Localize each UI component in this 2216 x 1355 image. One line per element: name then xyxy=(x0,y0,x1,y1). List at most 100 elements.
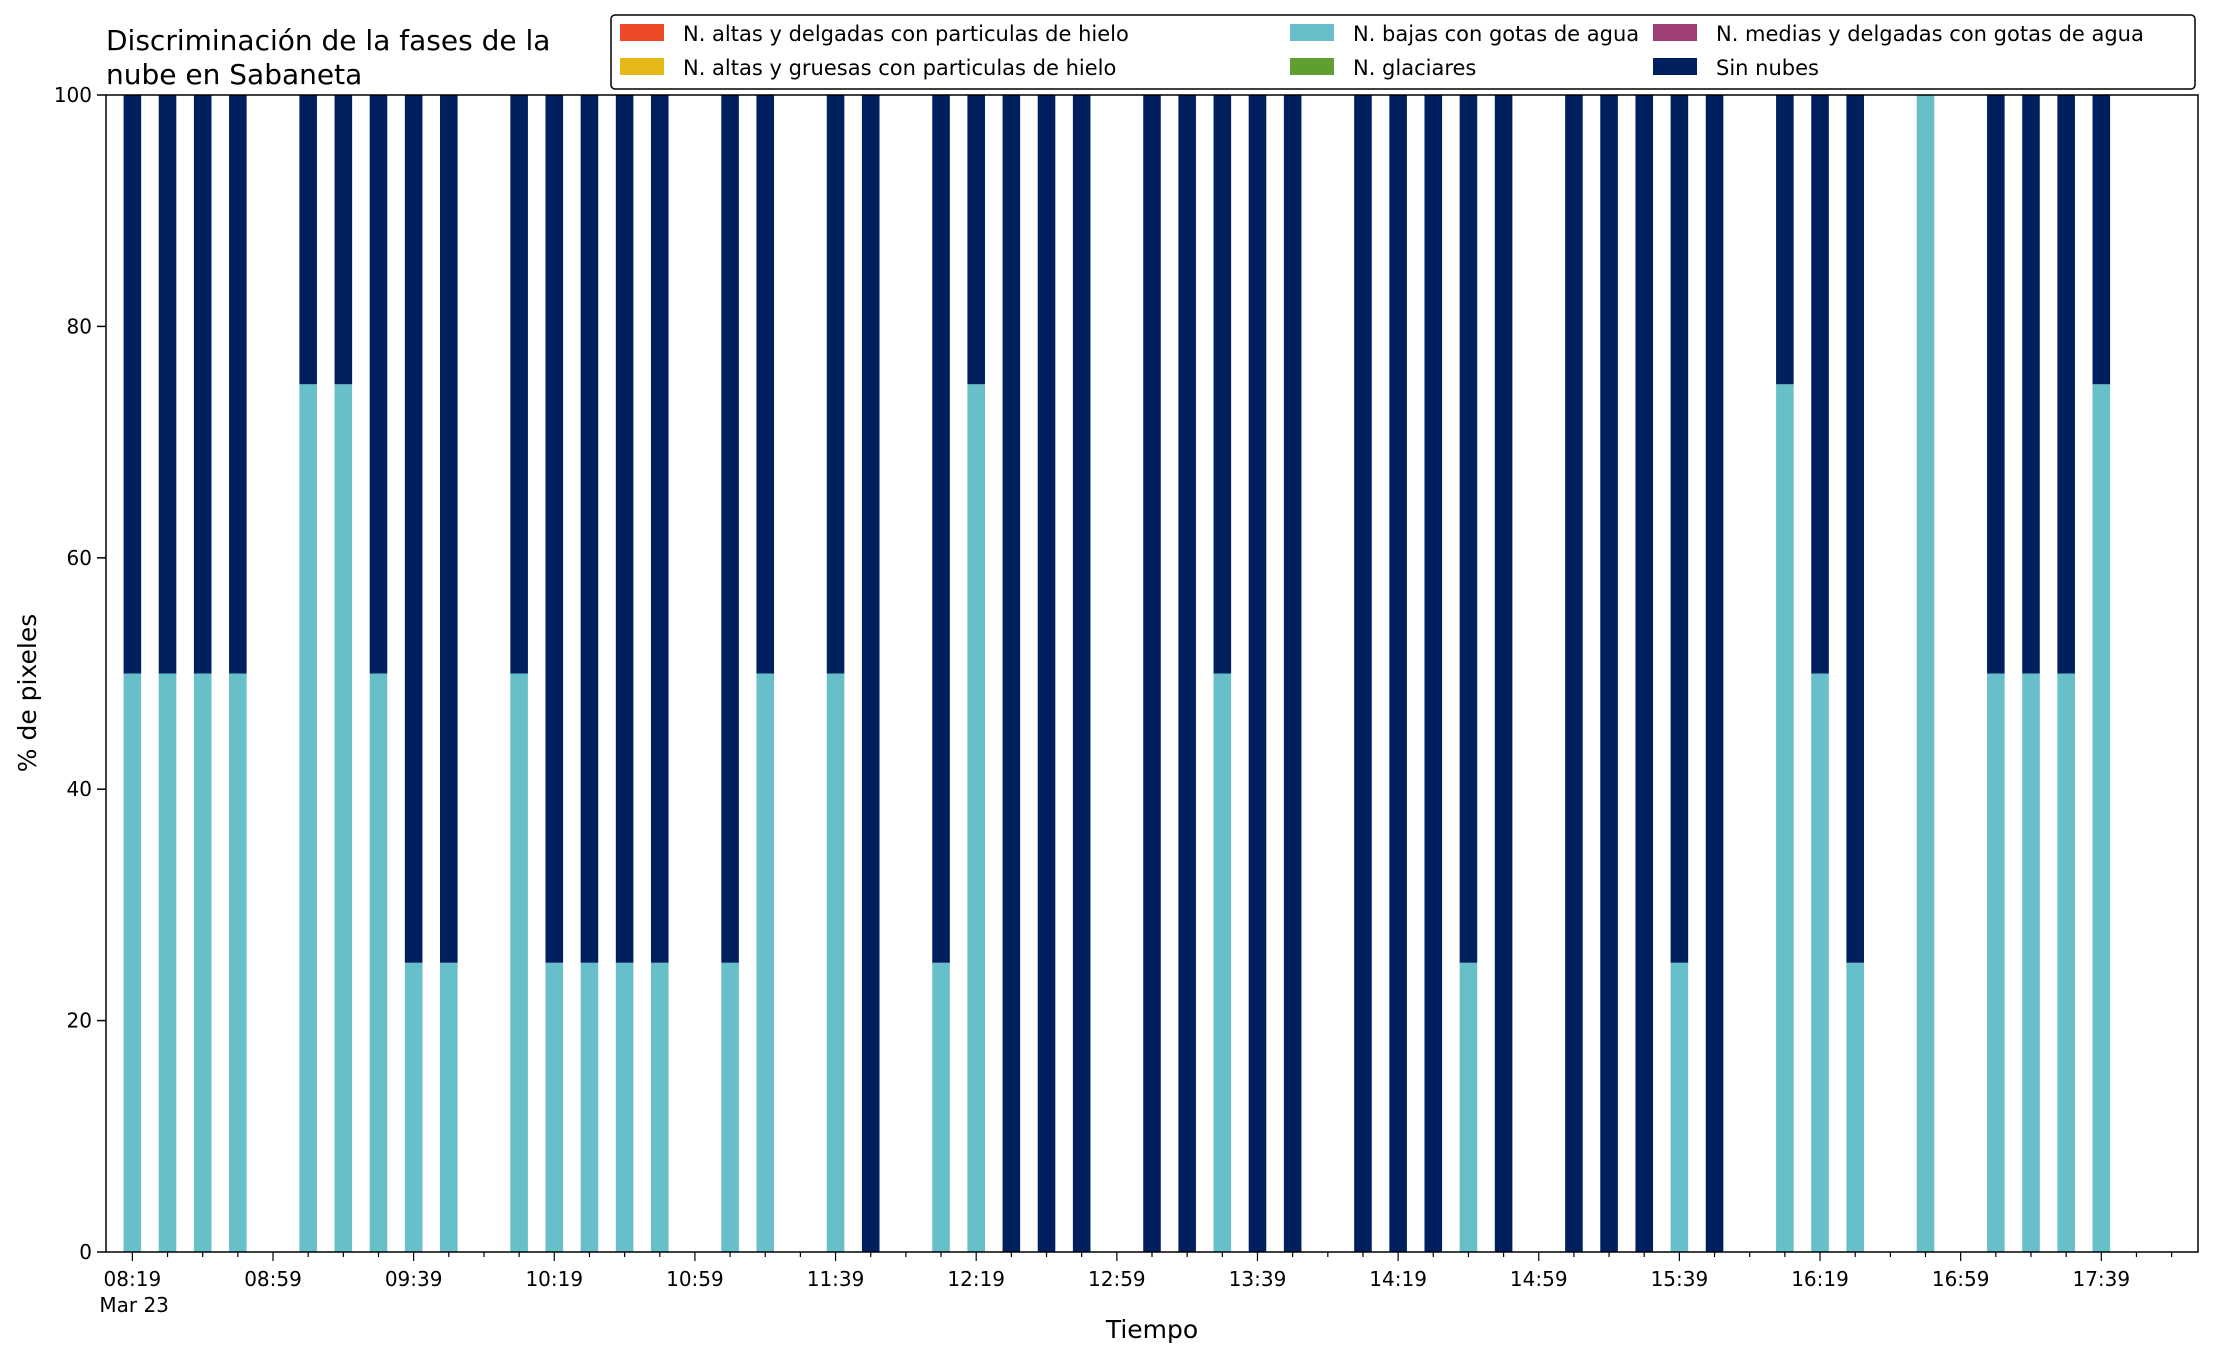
bar-0929-series-2 xyxy=(369,673,388,1252)
bar-0829-series-2 xyxy=(158,673,177,1252)
x-tick-label: 12:59 xyxy=(1088,1267,1146,1291)
x-axis-label: Tiempo xyxy=(1105,1315,1198,1344)
x-tick-label: 14:59 xyxy=(1510,1267,1568,1291)
bar-1519-series-5 xyxy=(1600,95,1618,1252)
bar-1409-series-5 xyxy=(1354,95,1372,1252)
legend-label: N. glaciares xyxy=(1353,56,1476,80)
y-axis-label: % de pixeles xyxy=(13,614,42,772)
bar-1329-series-2 xyxy=(1213,673,1232,1252)
bar-1249-series-5 xyxy=(1072,95,1091,1252)
bar-0939-series-5 xyxy=(404,95,423,963)
bar-1119-series-5 xyxy=(756,95,775,674)
bar-1029-series-2 xyxy=(580,962,599,1252)
x-tick-label: 13:39 xyxy=(1229,1267,1287,1291)
legend-label: N. altas y gruesas con particulas de hie… xyxy=(683,56,1116,80)
bar-1219-series-5 xyxy=(967,95,985,385)
x-tick-label: 15:39 xyxy=(1651,1267,1709,1291)
bar-1229-series-5 xyxy=(1002,95,1021,1252)
x-tick-label: 08:19 xyxy=(104,1267,162,1291)
x-tick-label: 10:59 xyxy=(666,1267,724,1291)
x-tick-label: 12:19 xyxy=(947,1267,1005,1291)
bar-1449-series-5 xyxy=(1494,95,1513,1252)
bar-1239-series-5 xyxy=(1037,95,1056,1252)
bar-1049-series-2 xyxy=(650,962,669,1252)
bar-1009-series-2 xyxy=(510,673,528,1252)
y-tick-label: 100 xyxy=(54,83,92,107)
legend-swatch xyxy=(620,24,664,41)
bar-0909-series-2 xyxy=(299,384,317,1252)
x-tick-label: 08:59 xyxy=(244,1267,302,1291)
y-tick-label: 80 xyxy=(67,314,92,338)
x-tick-label: 14:19 xyxy=(1369,1267,1427,1291)
legend-swatch xyxy=(620,58,664,75)
legend-swatch xyxy=(1653,58,1697,75)
bar-1329-series-5 xyxy=(1213,95,1232,674)
bar-0909-series-5 xyxy=(299,95,317,385)
x-tick-sublabel: Mar 23 xyxy=(99,1293,169,1317)
bar-1539-series-2 xyxy=(1670,962,1689,1252)
bar-1339-series-5 xyxy=(1248,95,1267,1252)
bar-0919-series-5 xyxy=(334,95,353,385)
legend-swatch xyxy=(1290,24,1334,41)
bar-1729-series-5 xyxy=(2057,95,2075,674)
legend-label: N. medias y delgadas con gotas de agua xyxy=(1716,22,2144,46)
bar-1039-series-2 xyxy=(615,962,634,1252)
bar-1619-series-2 xyxy=(1811,673,1829,1252)
bar-1619-series-5 xyxy=(1811,95,1829,674)
bar-0849-series-2 xyxy=(229,673,247,1252)
bar-0839-series-5 xyxy=(193,95,212,674)
bar-1039-series-5 xyxy=(615,95,634,963)
bar-1309-series-5 xyxy=(1143,95,1161,1252)
bar-1019-series-2 xyxy=(545,962,564,1252)
x-axis: 08:19 08:59 09:39 10:19 10:59 11:39 12:19 12:59… xyxy=(99,1252,2173,1317)
bar-1629-series-5 xyxy=(1846,95,1864,963)
bar-1439-series-2 xyxy=(1459,962,1478,1252)
bar-1219-series-2 xyxy=(967,384,985,1252)
bar-1009-series-5 xyxy=(510,95,528,674)
bar-1139-series-2 xyxy=(826,673,845,1252)
bar-1739-series-5 xyxy=(2092,95,2111,385)
bar-1119-series-2 xyxy=(756,673,775,1252)
legend: N. altas y delgadas con particulas de hi… xyxy=(610,14,2196,90)
bar-1149-series-5 xyxy=(861,95,880,1252)
bar-1019-series-5 xyxy=(545,95,564,963)
bar-1319-series-5 xyxy=(1178,95,1196,1252)
bar-1029-series-5 xyxy=(580,95,599,963)
bar-1609-series-5 xyxy=(1776,95,1794,385)
bar-0839-series-2 xyxy=(193,673,212,1252)
bar-1539-series-5 xyxy=(1670,95,1689,963)
chart-title-line-2: nube en Sabaneta xyxy=(106,58,362,91)
legend-label: Sin nubes xyxy=(1716,56,1819,80)
legend-swatch xyxy=(1290,58,1334,75)
bar-1209-series-2 xyxy=(932,962,950,1252)
bar-0819-series-2 xyxy=(123,673,142,1252)
bar-1419-series-5 xyxy=(1389,95,1407,1252)
bar-0849-series-5 xyxy=(229,95,247,674)
bar-1529-series-5 xyxy=(1635,95,1654,1252)
bar-0819-series-5 xyxy=(123,95,142,674)
x-tick-label: 16:59 xyxy=(1932,1267,1990,1291)
bar-1649-series-2 xyxy=(1916,95,1935,1252)
bar-1709-series-2 xyxy=(1987,673,2005,1252)
x-tick-label: 11:39 xyxy=(807,1267,865,1291)
bar-1739-series-2 xyxy=(2092,384,2111,1252)
x-tick-label: 10:19 xyxy=(525,1267,583,1291)
y-tick-label: 60 xyxy=(67,546,92,570)
y-tick-label: 40 xyxy=(67,777,92,801)
legend-label: N. altas y delgadas con particulas de hi… xyxy=(683,22,1129,46)
bar-1439-series-5 xyxy=(1459,95,1478,963)
bar-1349-series-5 xyxy=(1283,95,1302,1252)
y-tick-label: 20 xyxy=(67,1009,92,1033)
bar-0949-series-2 xyxy=(440,962,458,1252)
bar-1729-series-2 xyxy=(2057,673,2075,1252)
bar-0939-series-2 xyxy=(404,962,423,1252)
bar-1109-series-2 xyxy=(721,962,739,1252)
bar-1139-series-5 xyxy=(826,95,845,674)
bar-0919-series-2 xyxy=(334,384,353,1252)
bar-0829-series-5 xyxy=(158,95,177,674)
bar-0949-series-5 xyxy=(440,95,458,963)
chart-title-line-1: Discriminación de la fases de la xyxy=(106,24,550,57)
x-tick-label: 17:39 xyxy=(2072,1267,2130,1291)
bar-1719-series-5 xyxy=(2022,95,2040,674)
